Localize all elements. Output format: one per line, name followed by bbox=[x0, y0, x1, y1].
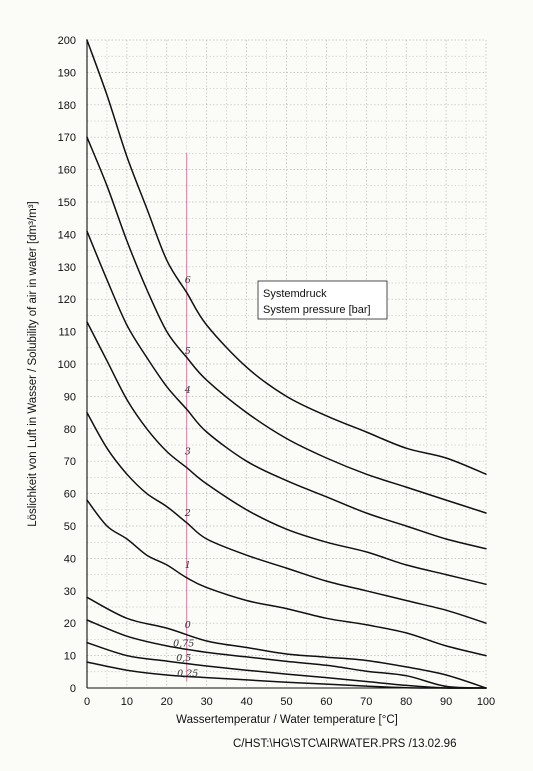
x-axis-label: Wassertemperatur / Water temperature [°C… bbox=[176, 714, 398, 726]
x-tick-label: 40 bbox=[240, 696, 252, 708]
legend-box bbox=[257, 280, 388, 320]
x-tick-label: 60 bbox=[320, 696, 332, 708]
series-line-0-5 bbox=[86, 641, 487, 689]
series-label-1: 1 bbox=[185, 560, 191, 571]
series-label-0: 0 bbox=[185, 620, 191, 631]
x-tick-label: 100 bbox=[477, 696, 495, 708]
x-tick-label: 20 bbox=[161, 696, 173, 708]
y-tick-label: 50 bbox=[64, 521, 76, 533]
y-tick-label: 40 bbox=[64, 553, 76, 565]
file-reference: C/HST:\HG\STC\AIRWATER.PRS /13.02.96 bbox=[233, 738, 457, 750]
grid bbox=[86, 39, 487, 689]
series-line-6 bbox=[86, 39, 487, 475]
y-tick-label: 150 bbox=[58, 197, 76, 209]
series-line-5 bbox=[86, 136, 487, 514]
x-tick-label: 0 bbox=[84, 696, 90, 708]
y-axis-label: Löslichkeit von Luft in Wasser / Solubil… bbox=[27, 201, 39, 527]
legend-subtitle: System pressure [bar] bbox=[263, 304, 371, 316]
series-line-2 bbox=[86, 411, 487, 624]
series-line-1 bbox=[86, 499, 487, 657]
series-label-2: 2 bbox=[184, 508, 191, 519]
x-tick-label: 80 bbox=[400, 696, 412, 708]
y-tick-label: 160 bbox=[58, 165, 76, 177]
series-label-6: 6 bbox=[185, 275, 191, 286]
series-label-5: 5 bbox=[185, 346, 191, 357]
series-line-0-25 bbox=[86, 661, 487, 689]
y-tick-label: 120 bbox=[58, 294, 76, 306]
y-tick-label: 180 bbox=[58, 100, 76, 112]
series-label-0-75: 0,75 bbox=[173, 638, 194, 649]
series-label-4: 4 bbox=[184, 385, 191, 396]
legend-title: Systemdruck bbox=[263, 288, 327, 300]
series-line-4 bbox=[86, 230, 487, 550]
y-tick-label: 100 bbox=[58, 359, 76, 371]
y-tick-label: 20 bbox=[64, 618, 76, 630]
y-tick-label: 60 bbox=[64, 489, 76, 501]
series-label-0-25: 0,25 bbox=[177, 668, 198, 679]
y-tick-label: 200 bbox=[58, 35, 76, 47]
series-label-0-5: 0,5 bbox=[176, 653, 191, 664]
x-tick-label: 70 bbox=[360, 696, 372, 708]
y-tick-label: 30 bbox=[64, 586, 76, 598]
y-tick-label: 140 bbox=[58, 229, 76, 241]
series-line-0-75 bbox=[86, 619, 487, 689]
x-tick-label: 50 bbox=[280, 696, 292, 708]
x-tick-label: 90 bbox=[440, 696, 452, 708]
y-tick-label: 10 bbox=[64, 651, 76, 663]
series-line-3 bbox=[86, 321, 487, 586]
y-tick-label: 70 bbox=[64, 456, 76, 468]
y-tick-label: 130 bbox=[58, 262, 76, 274]
y-tick-label: 190 bbox=[58, 67, 76, 79]
y-tick-label: 80 bbox=[64, 424, 76, 436]
y-tick-label: 0 bbox=[70, 683, 76, 695]
y-tick-label: 170 bbox=[58, 132, 76, 144]
series-labels: 0,25 0,5 0,75 0 1 2 3 4 5 6 bbox=[173, 275, 198, 680]
series-label-3: 3 bbox=[185, 446, 191, 457]
y-tick-label: 110 bbox=[58, 327, 76, 339]
x-tick-label: 10 bbox=[121, 696, 133, 708]
x-tick-labels: 0 10 20 30 40 50 60 70 80 90 100 bbox=[84, 696, 495, 708]
x-tick-label: 30 bbox=[201, 696, 213, 708]
y-tick-label: 90 bbox=[64, 391, 76, 403]
series-line-0 bbox=[86, 596, 487, 689]
y-tick-labels: 0 10 20 30 40 50 60 70 80 90 100 110 120 130 140 150 160… bbox=[58, 35, 76, 695]
legend: Systemdruck System pressure [bar] bbox=[257, 280, 388, 320]
series-curves bbox=[86, 39, 487, 689]
